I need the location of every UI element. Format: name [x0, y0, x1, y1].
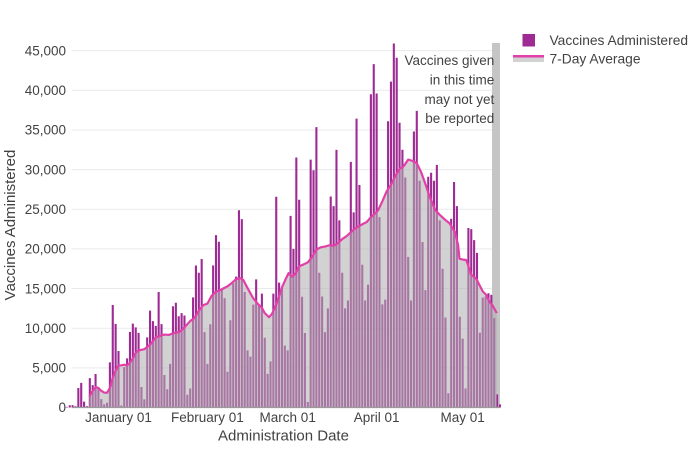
svg-text:March 01: March 01: [260, 410, 316, 425]
svg-text:7-Day Average: 7-Day Average: [550, 51, 641, 66]
svg-text:35,000: 35,000: [25, 123, 66, 138]
svg-text:30,000: 30,000: [25, 162, 66, 177]
svg-text:45,000: 45,000: [25, 43, 66, 58]
svg-text:Vaccines Administered: Vaccines Administered: [2, 150, 19, 301]
svg-text:5,000: 5,000: [32, 361, 66, 376]
svg-text:January 01: January 01: [85, 410, 152, 425]
svg-text:in this time: in this time: [430, 72, 495, 87]
svg-text:February 01: February 01: [171, 410, 244, 425]
svg-text:be reported: be reported: [425, 111, 494, 126]
svg-text:May 01: May 01: [441, 410, 485, 425]
svg-text:15,000: 15,000: [25, 281, 66, 296]
svg-text:10,000: 10,000: [25, 321, 66, 336]
svg-text:25,000: 25,000: [25, 202, 66, 217]
svg-text:40,000: 40,000: [25, 83, 66, 98]
svg-text:20,000: 20,000: [25, 242, 66, 257]
svg-text:may not yet: may not yet: [425, 92, 495, 107]
svg-text:Administration Date: Administration Date: [218, 428, 349, 445]
svg-text:Vaccines Administered: Vaccines Administered: [550, 33, 689, 48]
svg-text:April 01: April 01: [354, 410, 400, 425]
svg-text:Vaccines given: Vaccines given: [404, 53, 494, 68]
svg-text:0: 0: [58, 400, 66, 415]
